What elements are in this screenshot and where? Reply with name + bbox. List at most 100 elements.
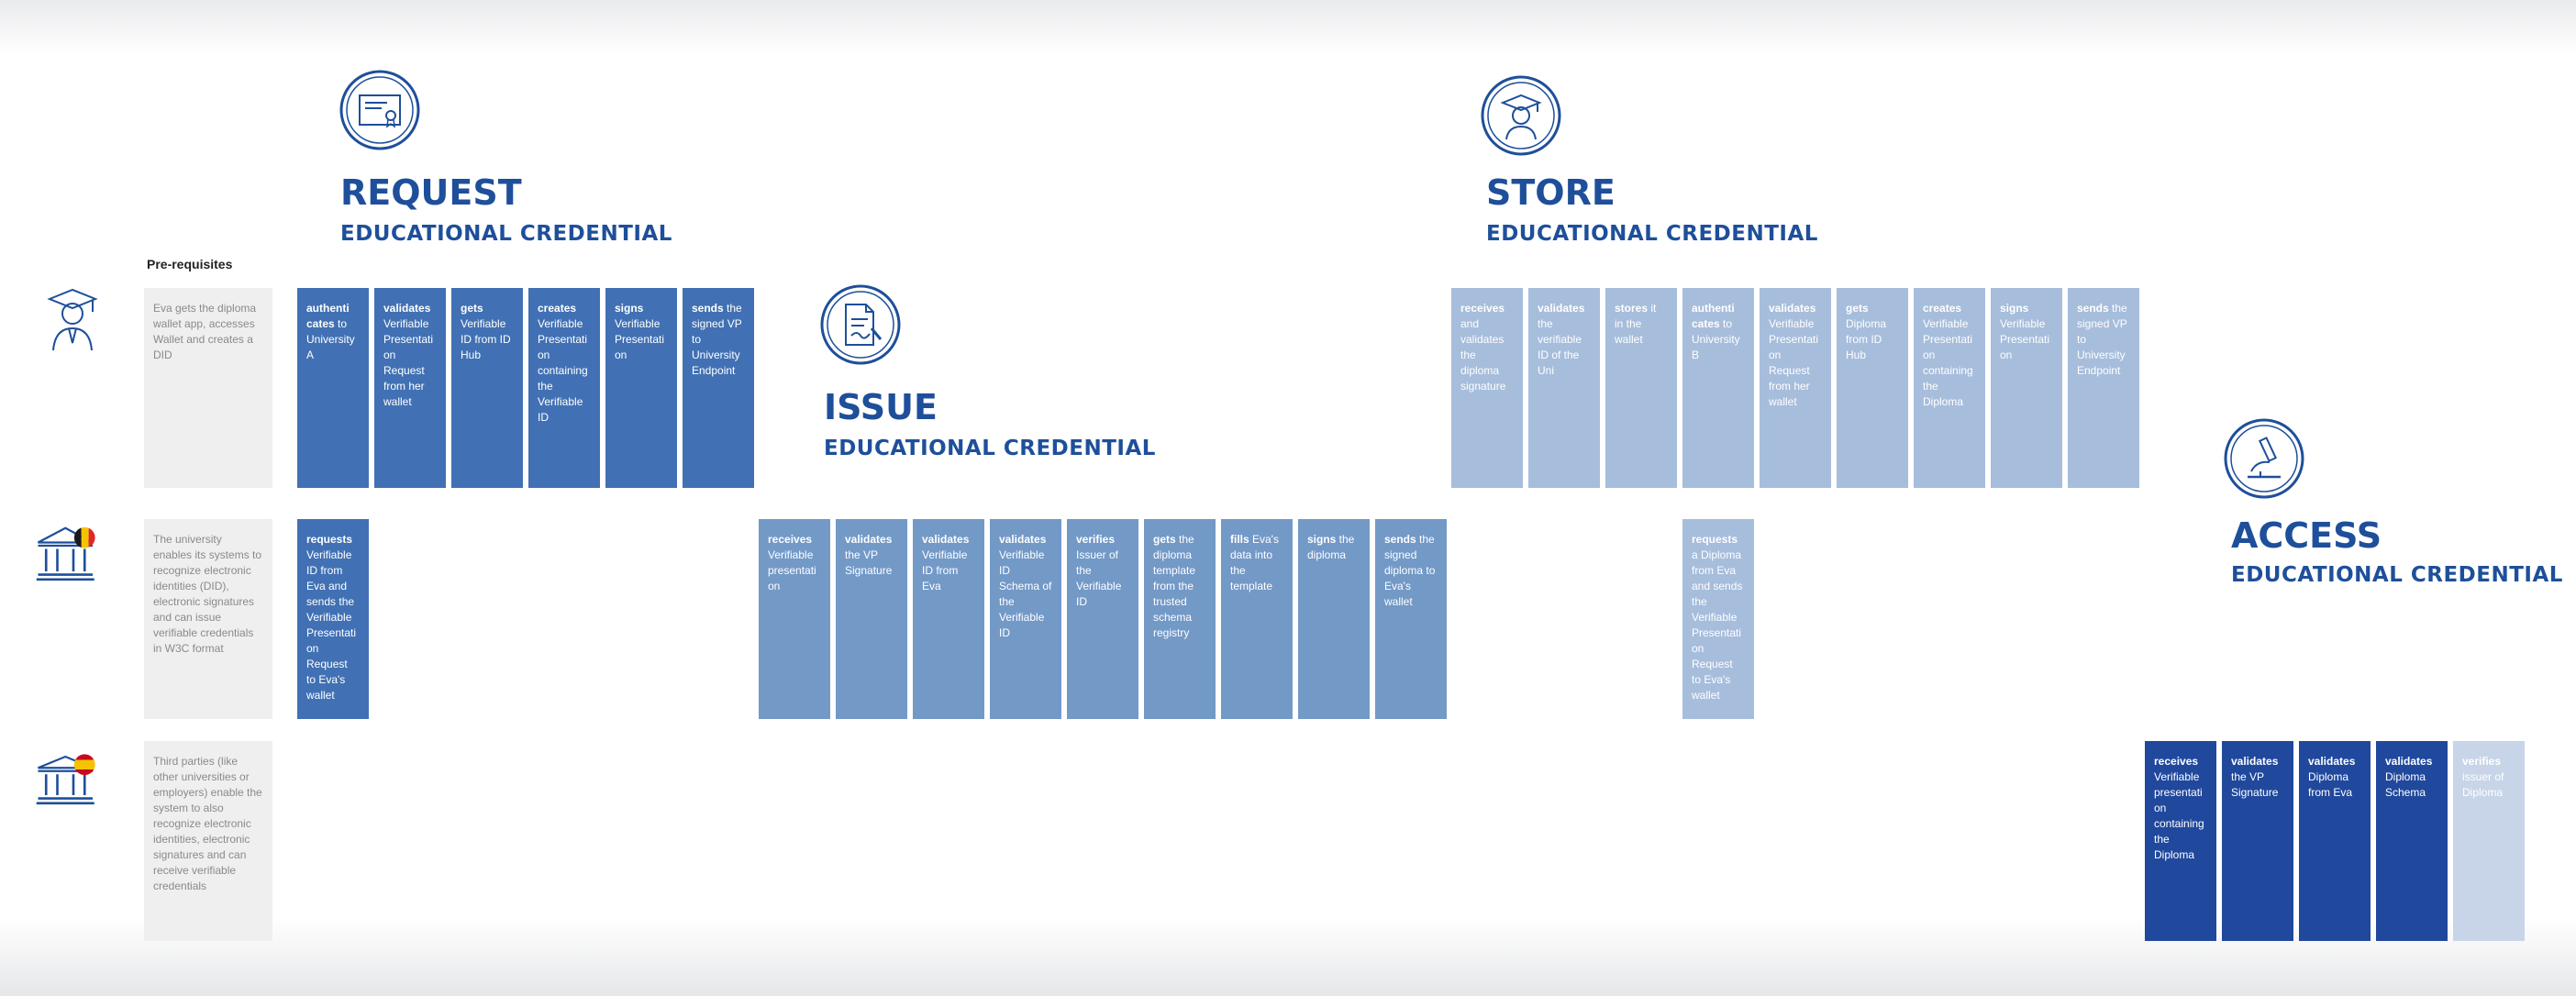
stage-title-request: REQUEST xyxy=(340,172,522,213)
step-description: Verifiable Presentati on xyxy=(2000,317,2050,361)
step-verb: validates xyxy=(2308,755,2356,768)
step-verb: receives xyxy=(768,533,813,546)
step-verb: authenti cates xyxy=(306,302,350,330)
step-card-eva-request-4: creates Verifiable Presentati on contain… xyxy=(528,288,600,488)
step-description: Verifiable Presentati on Request from he… xyxy=(1769,317,1819,408)
stage-title-issue: ISSUE xyxy=(824,387,938,427)
step-verb: stores xyxy=(1615,302,1649,315)
step-verb: validates xyxy=(1769,302,1816,315)
step-description: Verifiable Presentati on xyxy=(615,317,665,361)
step-card-uni-issue-7: fills Eva's data into the template xyxy=(1221,519,1293,719)
step-description: to University B xyxy=(1692,317,1740,361)
step-verb: gets xyxy=(1153,533,1176,546)
step-verb: receives xyxy=(1460,302,1505,315)
step-card-third-access-3: validates Diploma from Eva xyxy=(2299,741,2371,941)
step-description: to University A xyxy=(306,317,355,361)
step-description: Verifiable ID from ID Hub xyxy=(461,317,511,361)
student-graduate-icon xyxy=(40,284,105,354)
step-description: Verifiable presentati on containing the … xyxy=(2154,770,2204,861)
step-card-eva-store-8: signs Verifiable Presentati on xyxy=(1991,288,2062,488)
step-card-eva-request-5: signs Verifiable Presentati on xyxy=(605,288,677,488)
stage-subtitle-store: EDUCATIONAL CREDENTIAL xyxy=(1486,222,1818,246)
step-card-uni-issue-6: gets the diploma template from the trust… xyxy=(1144,519,1216,719)
step-verb: signs xyxy=(615,302,644,315)
step-description: Verifiable Presentati on containing the … xyxy=(1923,317,1973,408)
stage-title-store: STORE xyxy=(1486,172,1616,213)
step-description: the signed VP to University Endpoint xyxy=(692,302,742,377)
step-description: and validates the diploma signature xyxy=(1460,317,1506,393)
step-description: Diploma Schema xyxy=(2385,770,2426,799)
step-card-uni-issue-4: validates Verifiable ID Schema of the Ve… xyxy=(990,519,1061,719)
document-sign-icon xyxy=(820,284,901,365)
step-verb: signs xyxy=(1307,533,1337,546)
step-verb: gets xyxy=(1846,302,1869,315)
step-description: the diploma template from the trusted sc… xyxy=(1153,533,1196,639)
step-card-eva-store-4: authenti cates to University B xyxy=(1682,288,1754,488)
step-verb: creates xyxy=(1923,302,1962,315)
step-description: Verifiable presentati on xyxy=(768,548,816,592)
step-description: Verifiable ID Schema of the Verifiable I… xyxy=(999,548,1052,639)
certificate-icon xyxy=(339,70,420,150)
step-verb: sends xyxy=(1384,533,1416,546)
prerequisite-university: The university enables its systems to re… xyxy=(144,519,272,719)
step-description: Verifiable Presentati on containing the … xyxy=(538,317,588,424)
step-verb: creates xyxy=(538,302,577,315)
step-verb: signs xyxy=(2000,302,2029,315)
step-description: Verifiable ID from Eva xyxy=(922,548,968,592)
step-card-uni-issue-8: signs the diploma xyxy=(1298,519,1370,719)
step-description: issuer of Diploma xyxy=(2462,770,2504,799)
step-description: Verifiable ID from Eva and sends the Ver… xyxy=(306,548,357,702)
step-description: Issuer of the Verifiable ID xyxy=(1076,548,1122,608)
stage-title-access: ACCESS xyxy=(2231,515,2382,556)
step-card-eva-request-6: sends the signed VP to University Endpoi… xyxy=(683,288,754,488)
university-belgium-icon xyxy=(35,517,99,587)
step-description: the signed VP to University Endpoint xyxy=(2077,302,2127,377)
stage-subtitle-access: EDUCATIONAL CREDENTIAL xyxy=(2231,563,2563,587)
step-description: Eva's data into the template xyxy=(1230,533,1279,592)
step-card-eva-store-7: creates Verifiable Presentati on contain… xyxy=(1914,288,1985,488)
step-description: Verifiable Presentati on Request from he… xyxy=(383,317,434,408)
step-card-uni-issue-1: receives Verifiable presentati on xyxy=(759,519,830,719)
step-verb: validates xyxy=(922,533,970,546)
step-card-uni-issue-9: sends the signed diploma to Eva's wallet xyxy=(1375,519,1447,719)
step-verb: sends xyxy=(2077,302,2109,315)
step-verb: validates xyxy=(383,302,431,315)
step-card-eva-request-2: validates Verifiable Presentati on Reque… xyxy=(374,288,446,488)
step-card-third-access-1: receives Verifiable presentati on contai… xyxy=(2145,741,2216,941)
institution-spain-icon xyxy=(35,741,99,811)
step-verb: requests xyxy=(1692,533,1738,546)
step-description: the VP Signature xyxy=(2231,770,2279,799)
step-card-uni-store-1: requests a Diploma from Eva and sends th… xyxy=(1682,519,1754,719)
step-verb: validates xyxy=(845,533,893,546)
step-verb: requests xyxy=(306,533,353,546)
step-verb: verifies xyxy=(2462,755,2502,768)
step-card-third-access-2: validates the VP Signature xyxy=(2222,741,2293,941)
step-description: the verifiable ID of the Uni xyxy=(1538,317,1582,377)
step-description: the signed diploma to Eva's wallet xyxy=(1384,533,1436,608)
step-verb: gets xyxy=(461,302,483,315)
prerequisite-student: Eva gets the diploma wallet app, accesse… xyxy=(144,288,272,488)
step-card-eva-request-1: authenti cates to University A xyxy=(297,288,369,488)
step-card-eva-store-9: sends the signed VP to University Endpoi… xyxy=(2068,288,2139,488)
step-description: it in the wallet xyxy=(1615,302,1657,346)
step-description: a Diploma from Eva and sends the Verifia… xyxy=(1692,548,1743,702)
step-card-third-access-5: verifies issuer of Diploma xyxy=(2453,741,2525,941)
step-card-eva-request-3: gets Verifiable ID from ID Hub xyxy=(451,288,523,488)
prerequisites-heading: Pre-requisites xyxy=(147,257,233,271)
step-verb: validates xyxy=(2385,755,2433,768)
step-card-uni-issue-3: validates Verifiable ID from Eva xyxy=(913,519,984,719)
step-verb: validates xyxy=(999,533,1047,546)
step-card-eva-store-6: gets Diploma from ID Hub xyxy=(1837,288,1908,488)
step-verb: verifies xyxy=(1076,533,1116,546)
step-verb: receives xyxy=(2154,755,2199,768)
stage-subtitle-issue: EDUCATIONAL CREDENTIAL xyxy=(824,437,1156,460)
microscope-icon xyxy=(2224,418,2304,499)
step-verb: fills xyxy=(1230,533,1249,546)
step-card-uni-issue-5: verifies Issuer of the Verifiable ID xyxy=(1067,519,1138,719)
step-verb: validates xyxy=(1538,302,1585,315)
step-description: the diploma xyxy=(1307,533,1355,561)
prerequisite-third-parties: Third parties (like other universities o… xyxy=(144,741,272,941)
step-card-eva-store-3: stores it in the wallet xyxy=(1605,288,1677,488)
step-card-eva-store-2: validates the verifiable ID of the Uni xyxy=(1528,288,1600,488)
step-description: Diploma from ID Hub xyxy=(1846,317,1887,361)
